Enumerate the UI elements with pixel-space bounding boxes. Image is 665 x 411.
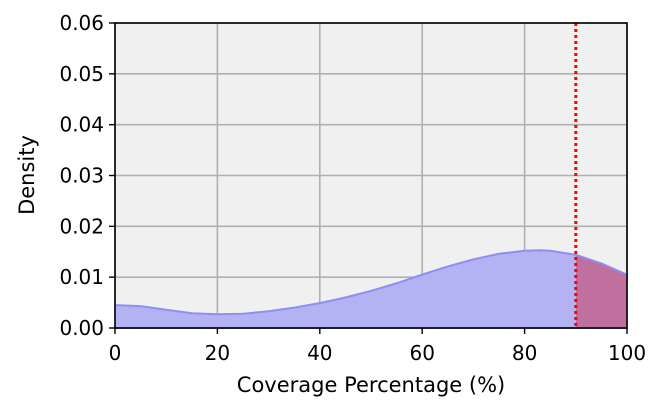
y-tick-label-2: 0.02 [59,214,104,238]
x-tick-label-5: 100 [608,341,646,365]
x-tick-label-3: 60 [409,341,434,365]
y-tick-label-5: 0.05 [59,62,104,86]
y-tick-label-1: 0.01 [59,265,104,289]
axis-ticks: 0 20 40 60 80 100 0.00 0.01 0.02 0.03 0.04 0.05 0.06 [59,11,646,365]
x-tick-label-2: 40 [307,341,332,365]
y-tick-label-3: 0.03 [59,164,104,188]
x-tick-label-4: 80 [512,341,537,365]
y-tick-label-4: 0.04 [59,113,104,137]
area-above-threshold [575,254,627,328]
y-tick-label-0: 0.00 [59,316,104,340]
x-tick-label-0: 0 [109,341,122,365]
x-axis-label: Coverage Percentage (%) [237,373,505,397]
area-below-threshold [115,250,576,328]
y-tick-label-6: 0.06 [59,11,104,35]
x-tick-label-1: 20 [205,341,230,365]
density-curve [114,249,628,316]
y-axis-label: Density [15,135,39,215]
